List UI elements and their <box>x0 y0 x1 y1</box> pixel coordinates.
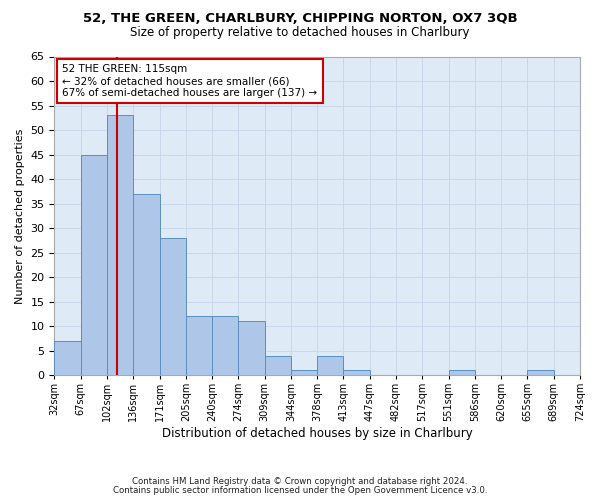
Bar <box>107 116 133 375</box>
Bar <box>449 370 475 375</box>
Text: 52 THE GREEN: 115sqm
← 32% of detached houses are smaller (66)
67% of semi-detac: 52 THE GREEN: 115sqm ← 32% of detached h… <box>62 64 317 98</box>
Bar <box>133 194 160 375</box>
Bar <box>238 321 265 375</box>
Bar <box>265 356 291 375</box>
Bar <box>317 356 343 375</box>
Bar <box>80 154 107 375</box>
Y-axis label: Number of detached properties: Number of detached properties <box>15 128 25 304</box>
Text: Size of property relative to detached houses in Charlbury: Size of property relative to detached ho… <box>130 26 470 39</box>
Bar <box>527 370 554 375</box>
Bar <box>343 370 370 375</box>
X-axis label: Distribution of detached houses by size in Charlbury: Distribution of detached houses by size … <box>162 427 473 440</box>
Bar <box>212 316 238 375</box>
Text: 52, THE GREEN, CHARLBURY, CHIPPING NORTON, OX7 3QB: 52, THE GREEN, CHARLBURY, CHIPPING NORTO… <box>83 12 517 24</box>
Bar <box>55 341 80 375</box>
Bar <box>291 370 317 375</box>
Text: Contains public sector information licensed under the Open Government Licence v3: Contains public sector information licen… <box>113 486 487 495</box>
Bar <box>160 238 186 375</box>
Bar <box>186 316 212 375</box>
Text: Contains HM Land Registry data © Crown copyright and database right 2024.: Contains HM Land Registry data © Crown c… <box>132 478 468 486</box>
